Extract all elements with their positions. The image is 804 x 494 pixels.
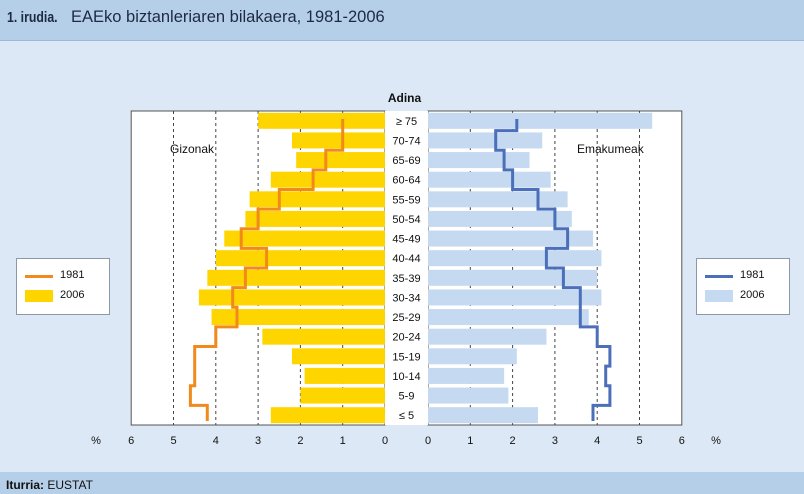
- bar-men-2006: [198, 289, 385, 306]
- bar-men-2006: [249, 191, 385, 208]
- age-label: 10-14: [392, 371, 420, 383]
- tick-label-women: 5: [636, 435, 642, 447]
- center-axis-title: Adina: [388, 91, 422, 105]
- legend-men-1981: 1981: [25, 269, 105, 283]
- tick-label-women: 2: [510, 435, 516, 447]
- women-panel-label: Emakumeak: [577, 142, 645, 156]
- bar-men-2006: [300, 387, 385, 404]
- bar-women-2006: [428, 309, 589, 326]
- bar-women-2006: [428, 387, 509, 404]
- legend-box-swatch: [705, 290, 733, 302]
- figure-label: 1. irudia.: [7, 9, 58, 26]
- figure-header: 1. irudia. EAEko biztanleriaren bilakaer…: [0, 0, 804, 41]
- bar-women-2006: [428, 269, 598, 286]
- bar-women-2006: [428, 328, 547, 345]
- bar-women-2006: [428, 132, 543, 149]
- tick-label-men: 4: [213, 435, 219, 447]
- labels-layer: ≥ 75 70-74 65-69 60-64 55-59 50-54 45-49 40-44 3…: [91, 91, 721, 447]
- age-label: 70-74: [392, 135, 420, 147]
- bar-women-2006: [428, 171, 551, 188]
- legend-women-1981: 1981: [705, 269, 785, 283]
- age-label: 50-54: [392, 214, 420, 226]
- bar-women-2006: [428, 367, 505, 384]
- legend-label: 1981: [60, 269, 85, 281]
- source-label: Iturria:: [6, 478, 45, 492]
- legend-men: 1981 2006: [16, 258, 110, 315]
- bar-men-2006: [224, 230, 385, 247]
- axis-unit-right: %: [711, 435, 721, 447]
- tick-label-women: 1: [467, 435, 473, 447]
- bar-women-2006: [428, 348, 517, 365]
- tick-label-men: 0: [382, 435, 388, 447]
- age-label-column: [385, 111, 428, 425]
- population-pyramid-chart: ≥ 75 70-74 65-69 60-64 55-59 50-54 45-49 40-44 3…: [91, 91, 721, 447]
- bar-women-2006: [428, 112, 653, 129]
- age-label: 60-64: [392, 175, 420, 187]
- age-label: 25-29: [392, 312, 420, 324]
- tick-label-men: 2: [297, 435, 303, 447]
- bar-men-2006: [262, 328, 385, 345]
- age-label: 40-44: [392, 253, 420, 265]
- footer-bar: [0, 472, 804, 494]
- age-label: 5-9: [399, 391, 415, 403]
- tick-label-women: 4: [594, 435, 600, 447]
- axis-unit-left: %: [91, 435, 101, 447]
- tick-label-men: 5: [170, 435, 176, 447]
- bar-men-2006: [207, 269, 385, 286]
- legend-box-swatch: [25, 290, 53, 302]
- age-label: 20-24: [392, 332, 420, 344]
- legend-label: 1981: [740, 269, 765, 281]
- bar-women-2006: [428, 289, 602, 306]
- men-panel-label: Gizonak: [170, 142, 215, 156]
- bar-men-2006: [215, 250, 385, 267]
- tick-label-men: 3: [255, 435, 261, 447]
- bar-women-2006: [428, 152, 530, 169]
- source-value: EUSTAT: [47, 478, 93, 492]
- lines-layer: [188, 119, 612, 421]
- legend-women-2006: 2006: [705, 289, 785, 303]
- tick-label-men: 1: [340, 435, 346, 447]
- legend-men-2006: 2006: [25, 289, 105, 303]
- age-label: 35-39: [392, 273, 420, 285]
- tick-label-men: 6: [128, 435, 134, 447]
- bar-men-2006: [296, 152, 385, 169]
- bar-men-2006: [291, 348, 385, 365]
- legend-label: 2006: [60, 289, 85, 301]
- bar-women-2006: [428, 230, 593, 247]
- tick-label-women: 6: [679, 435, 685, 447]
- bar-men-2006: [245, 210, 385, 227]
- line-men-1981: [188, 119, 345, 421]
- bar-men-2006: [270, 171, 385, 188]
- bar-men-2006: [291, 132, 385, 149]
- bar-women-2006: [428, 407, 538, 424]
- legend-women: 1981 2006: [696, 258, 790, 315]
- tick-label-women: 0: [425, 435, 431, 447]
- age-label: 30-34: [392, 292, 420, 304]
- source-note: Iturria: EUSTAT: [6, 478, 93, 492]
- legend-line-swatch: [25, 275, 53, 278]
- age-label: 15-19: [392, 351, 420, 363]
- age-label: ≥ 75: [396, 116, 417, 128]
- line-women-1981: [494, 119, 612, 421]
- age-label: 55-59: [392, 194, 420, 206]
- figure-title: EAEko biztanleriaren bilakaera, 1981-200…: [71, 8, 385, 26]
- age-label: 65-69: [392, 155, 420, 167]
- bar-men-2006: [304, 367, 385, 384]
- legend-label: 2006: [740, 289, 765, 301]
- age-label: 45-49: [392, 234, 420, 246]
- age-label: ≤ 5: [399, 410, 414, 422]
- bar-women-2006: [428, 191, 568, 208]
- bar-women-2006: [428, 210, 572, 227]
- bar-men-2006: [270, 407, 385, 424]
- legend-line-swatch: [705, 275, 733, 278]
- bar-women-2006: [428, 250, 602, 267]
- bar-men-2006: [258, 112, 385, 129]
- bars-layer: [198, 112, 653, 424]
- bar-men-2006: [211, 309, 385, 326]
- tick-label-women: 3: [552, 435, 558, 447]
